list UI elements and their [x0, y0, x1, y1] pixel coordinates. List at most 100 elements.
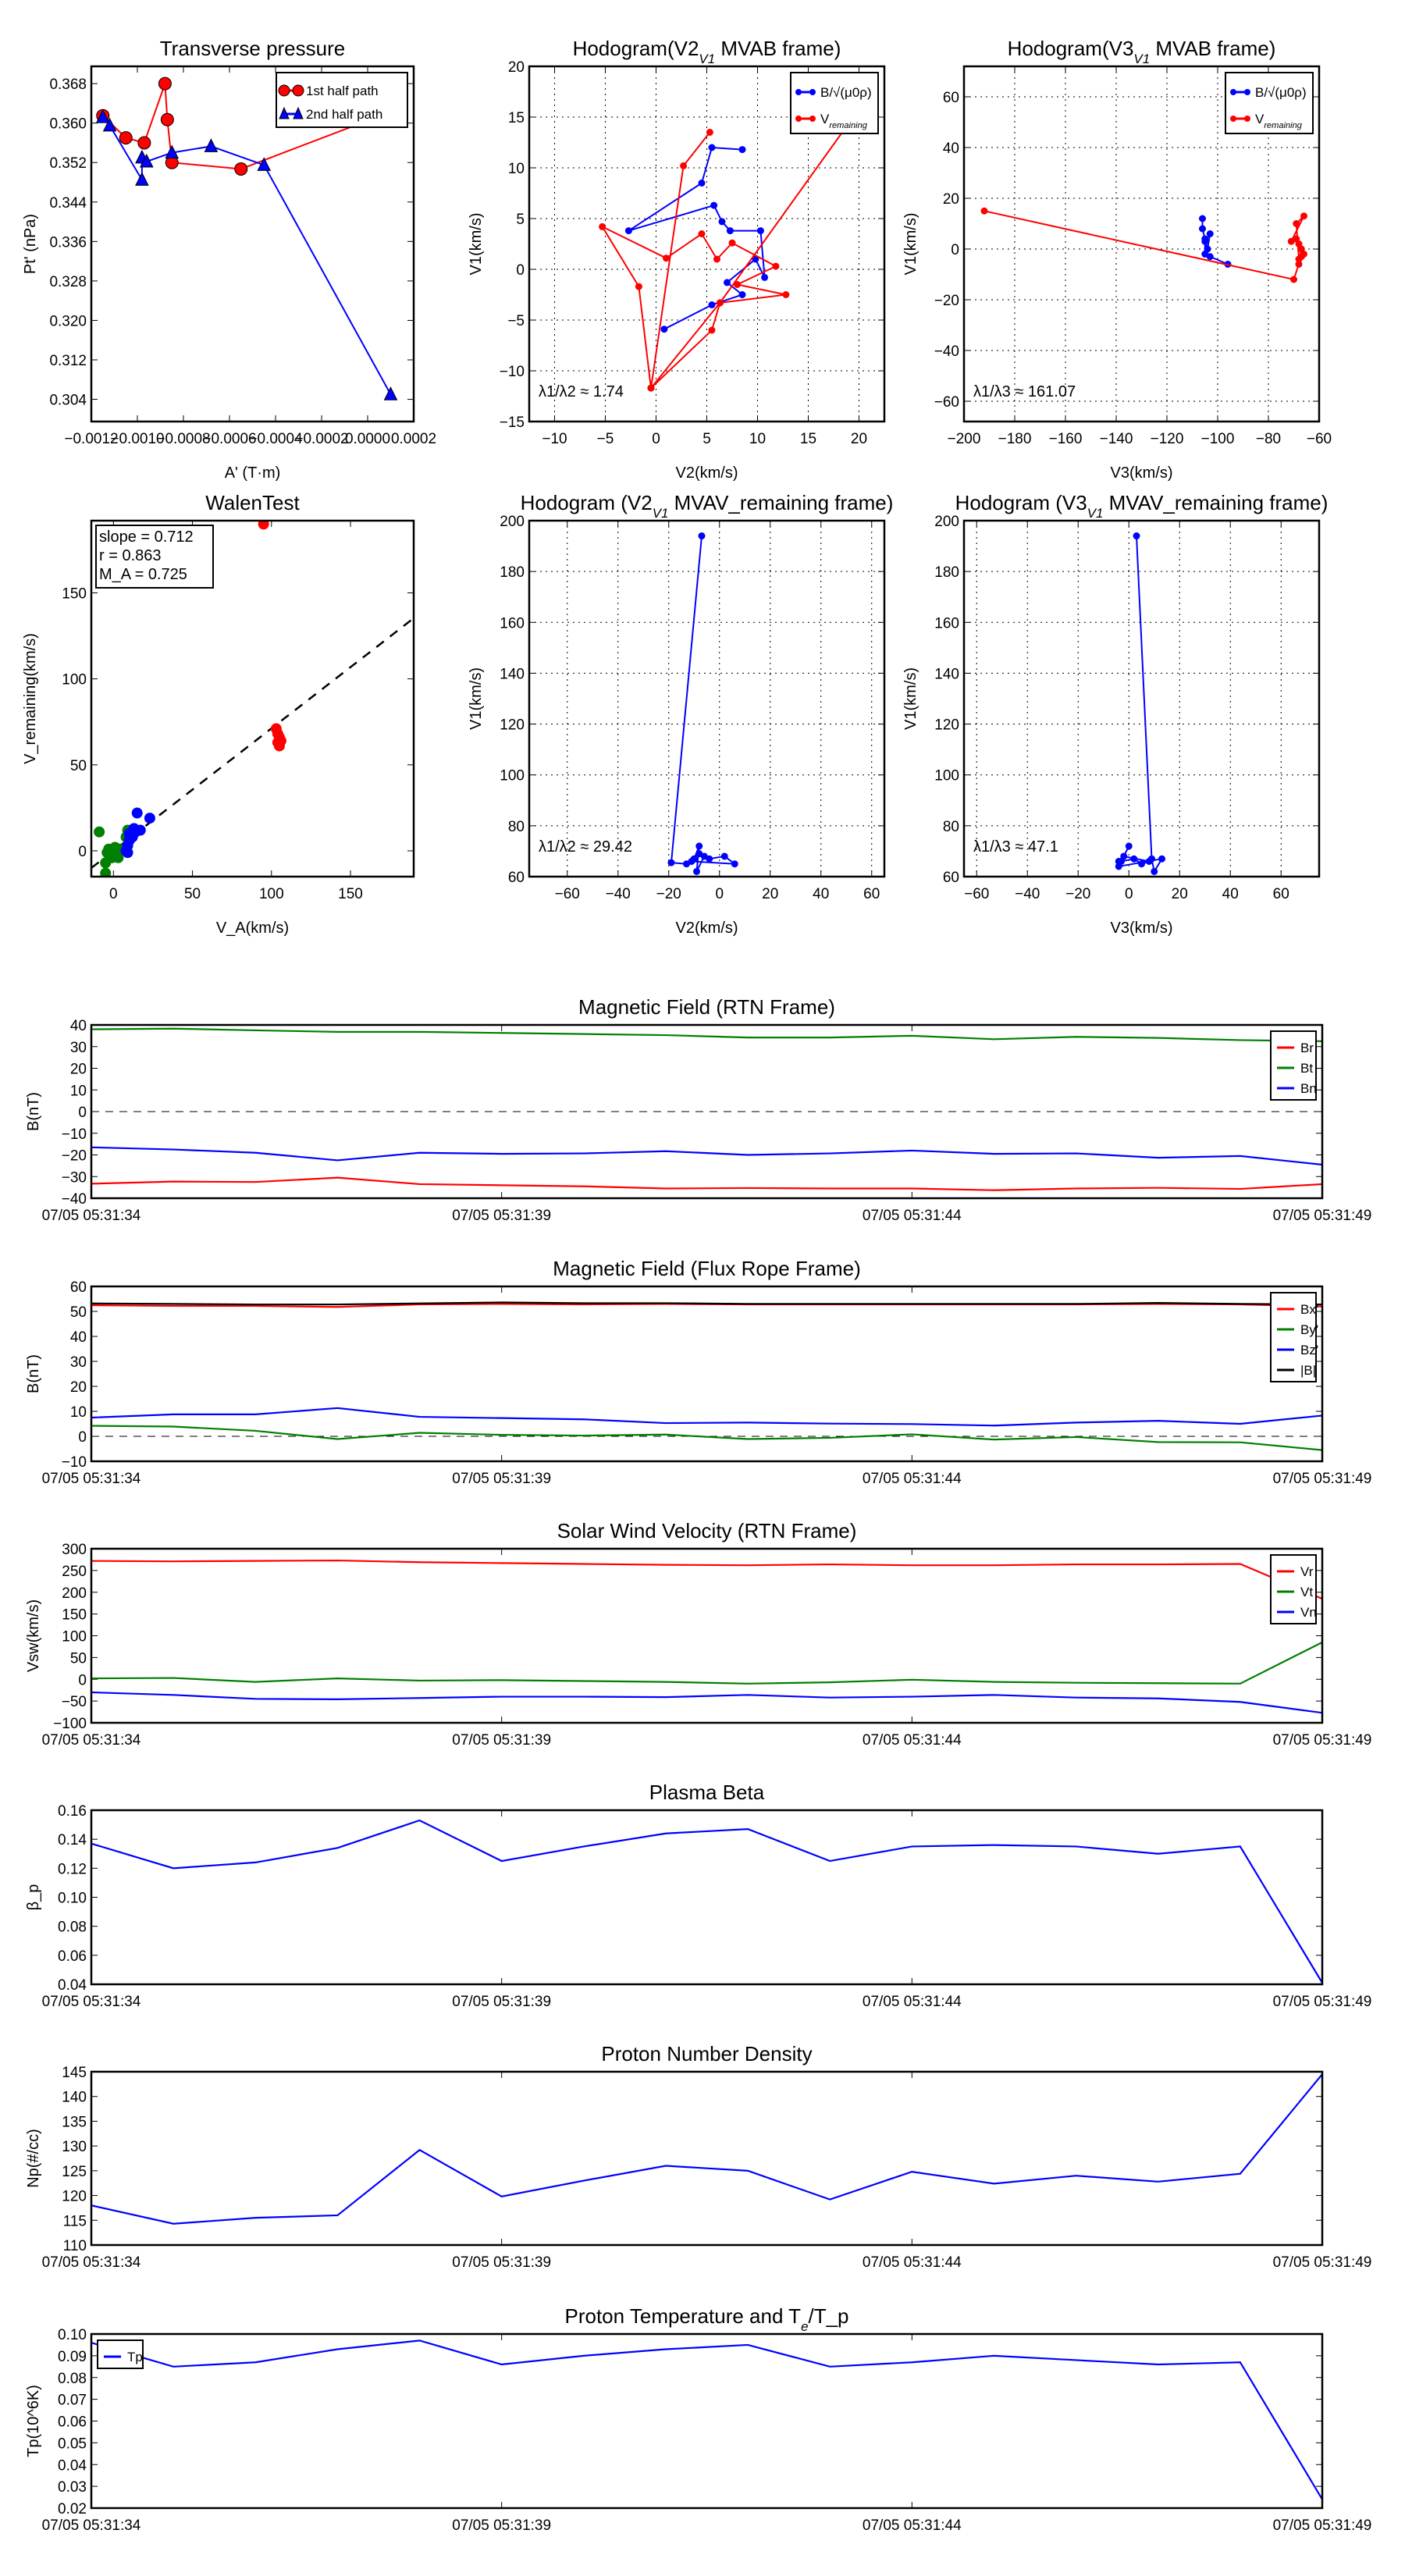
data-point — [1201, 237, 1209, 245]
x-tick-label: 07/05 05:31:39 — [452, 1994, 551, 2010]
stats-line: r = 0.863 — [99, 547, 162, 564]
y-tick-label: 0.03 — [58, 2479, 87, 2496]
x-tick-label: 07/05 05:31:39 — [452, 1208, 551, 1224]
y-tick-label: 0.05 — [58, 2435, 87, 2452]
y-tick-label: 180 — [500, 564, 525, 581]
x-tick-label: 20 — [851, 431, 867, 447]
legend-marker — [1244, 89, 1250, 95]
x-tick-label: −40 — [1015, 886, 1040, 902]
y-tick-label: 160 — [934, 615, 959, 632]
y-axis-label: B(nT) — [25, 1354, 42, 1393]
data-point — [102, 117, 117, 132]
data-point — [693, 867, 700, 875]
y-tick-label: 100 — [62, 672, 87, 688]
data-point — [137, 136, 151, 150]
y-tick-label: 140 — [62, 2090, 87, 2106]
data-point — [708, 301, 716, 308]
y-tick-label: 30 — [70, 1354, 87, 1371]
data-point — [1295, 255, 1303, 263]
hodogram-v2-v1-mvab-chart: Hodogram(V2V1 MVAB frame) −10 −5 0 5 10 15 20 −1… — [468, 37, 886, 482]
data-point — [706, 129, 713, 136]
x-tick-label: 07/05 05:31:39 — [452, 2254, 551, 2271]
y-tick-label: 0.07 — [58, 2393, 87, 2409]
chart-title: WalenTest — [205, 491, 300, 514]
x-tick-label: 07/05 05:31:34 — [42, 2517, 141, 2534]
data-point — [731, 860, 738, 868]
x-tick-label: 40 — [813, 886, 829, 902]
x-tick-label: 0.0002 — [391, 431, 436, 447]
series-line-br — [91, 1176, 1322, 1191]
data-point — [1206, 230, 1214, 237]
x-tick-label: 07/05 05:31:44 — [863, 1732, 962, 1749]
x-tick-label: 07/05 05:31:44 — [863, 2517, 962, 2534]
data-point — [160, 112, 174, 126]
data-point — [122, 847, 133, 859]
plot-area — [91, 2339, 1322, 2500]
series-line-v — [670, 535, 738, 872]
x-tick-label: 20 — [1172, 886, 1188, 902]
x-axis-label: V2(km/s) — [676, 920, 738, 937]
y-tick-label: 60 — [70, 1279, 87, 1296]
legend: 1st half path 2nd half path — [276, 72, 408, 128]
x-tick-label: −0.0012 — [64, 431, 118, 447]
y-axis-label: Tp(10^6K) — [25, 2385, 42, 2457]
y-tick-label: 60 — [508, 870, 525, 886]
series-line-b — [91, 1301, 1322, 1306]
legend-marker — [279, 106, 290, 119]
y-tick-label: 250 — [62, 1564, 87, 1580]
y-tick-label: 200 — [934, 514, 959, 530]
data-point — [726, 227, 734, 235]
x-tick-label: 100 — [259, 886, 284, 902]
y-tick-label: 15 — [508, 110, 525, 126]
y-tick-label: 135 — [62, 2114, 87, 2130]
x-tick-label: −60 — [555, 886, 580, 902]
data-point — [1293, 220, 1300, 227]
x-tick-label: 07/05 05:31:49 — [1273, 1732, 1372, 1749]
x-tick-label: 50 — [184, 886, 201, 902]
y-tick-label: 40 — [943, 141, 959, 157]
x-tick-label: 07/05 05:31:44 — [863, 2254, 962, 2271]
axes-frame — [528, 519, 886, 878]
series-line-bt — [91, 1027, 1322, 1042]
x-tick-label: 07/05 05:31:34 — [42, 1732, 141, 1749]
legend-label: Bx' — [1300, 1302, 1318, 1317]
y-tick-label: 0.08 — [58, 1920, 87, 1936]
data-point — [980, 207, 988, 215]
y-tick-label: 0.12 — [58, 1861, 87, 1877]
legend-marker — [1244, 116, 1250, 122]
y-tick-label: 0.336 — [49, 234, 87, 251]
plot-area — [980, 207, 1307, 283]
y-tick-label: 100 — [500, 768, 525, 785]
y-tick-label: 0.352 — [49, 155, 87, 172]
x-tick-label: −180 — [998, 431, 1032, 447]
y-tick-label: 0.312 — [49, 353, 87, 369]
x-tick-label: 0 — [1125, 886, 1133, 902]
y-tick-label: 140 — [500, 666, 525, 682]
data-point — [94, 826, 105, 838]
y-tick-label: 60 — [943, 870, 959, 886]
y-tick-label: 0.06 — [58, 1948, 87, 1965]
data-point — [131, 807, 143, 819]
data-point — [273, 740, 285, 752]
plasma-beta-chart: Plasma Beta 07/05 05:31:34 07/05 05:31:39 0… — [25, 1781, 1371, 2010]
hodogram-v2-v1-mvav-chart: Hodogram (V2V1 MVAV_remaining frame) −60 −… — [468, 491, 893, 937]
x-tick-label: 15 — [800, 431, 816, 447]
data-point — [624, 227, 632, 235]
y-tick-label: 300 — [62, 1542, 87, 1558]
data-point — [680, 162, 688, 169]
legend-label: Br — [1300, 1041, 1314, 1055]
axes-frame — [90, 1547, 1324, 1724]
y-tick-label: 0.10 — [58, 1891, 87, 1907]
eigenvalue-ratio: λ1/λ2 ≈ 1.74 — [539, 383, 624, 400]
data-point — [144, 813, 155, 824]
data-point — [1151, 867, 1158, 875]
x-tick-label: 07/05 05:31:34 — [42, 1471, 141, 1487]
data-point — [1125, 842, 1133, 850]
y-tick-label: −60 — [934, 394, 959, 411]
legend-label: Vr — [1300, 1564, 1314, 1579]
y-tick-label: 0.368 — [49, 76, 87, 93]
y-tick-label: 0.320 — [49, 313, 87, 329]
data-point — [660, 326, 668, 333]
x-tick-label: −0.0010 — [110, 431, 164, 447]
